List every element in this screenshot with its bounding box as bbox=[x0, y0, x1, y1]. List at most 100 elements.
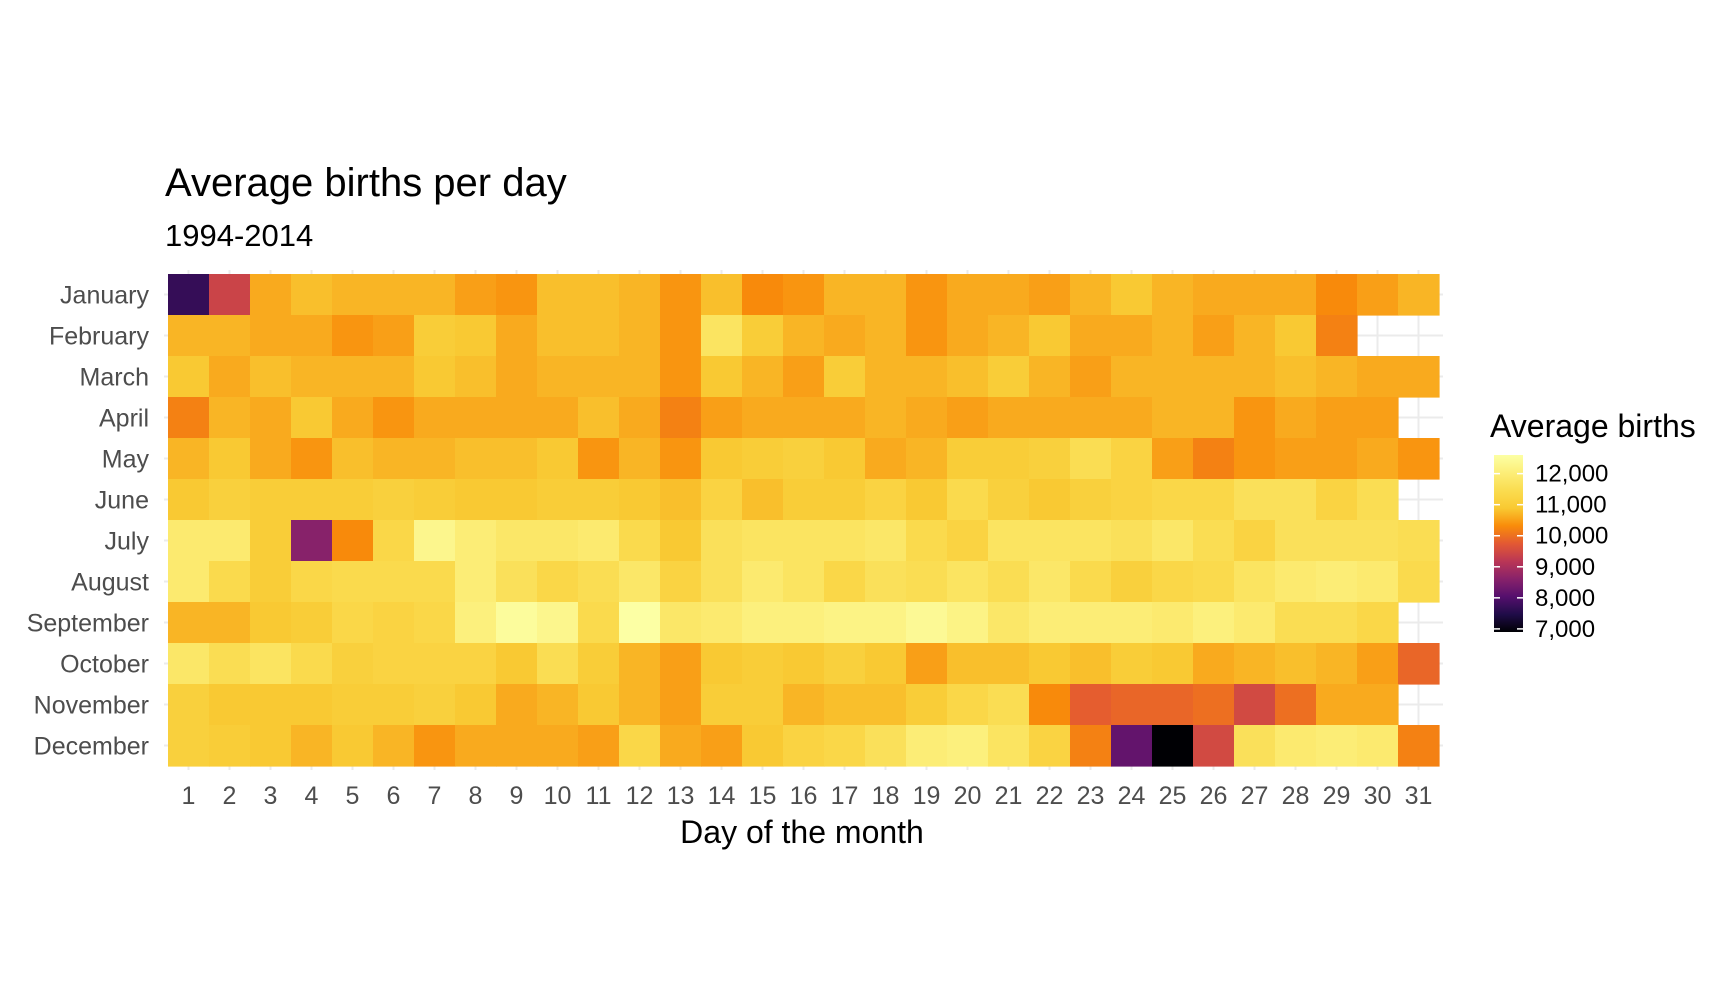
heatmap-cell bbox=[1029, 725, 1071, 767]
heatmap-cell bbox=[414, 356, 456, 398]
x-tick-label: 11 bbox=[586, 782, 612, 810]
heatmap-cell bbox=[824, 397, 866, 439]
heatmap-cell bbox=[578, 438, 620, 480]
heatmap-cell bbox=[660, 438, 702, 480]
heatmap-cell bbox=[701, 274, 743, 316]
x-tick-label: 29 bbox=[1323, 782, 1351, 810]
heatmap-cell bbox=[250, 438, 292, 480]
heatmap-cell bbox=[168, 356, 210, 398]
heatmap-cell bbox=[701, 561, 743, 603]
chart-subtitle: 1994-2014 bbox=[165, 218, 313, 253]
heatmap-cell bbox=[1111, 520, 1153, 562]
heatmap-cell bbox=[209, 274, 251, 316]
heatmap-cell bbox=[1316, 315, 1358, 357]
heatmap-cell bbox=[1152, 356, 1194, 398]
heatmap-cell bbox=[455, 602, 497, 644]
heatmap-cell bbox=[1111, 684, 1153, 726]
heatmap-cell bbox=[1070, 397, 1112, 439]
heatmap-cell bbox=[701, 602, 743, 644]
heatmap-cell bbox=[742, 274, 784, 316]
heatmap-cell bbox=[947, 397, 989, 439]
heatmap-cell bbox=[783, 684, 825, 726]
heatmap-cell bbox=[783, 315, 825, 357]
heatmap-cell bbox=[947, 725, 989, 767]
heatmap-cell bbox=[824, 356, 866, 398]
y-tick-label: October bbox=[60, 651, 149, 679]
heatmap-cell bbox=[824, 315, 866, 357]
heatmap-cell bbox=[209, 602, 251, 644]
heatmap-cell bbox=[455, 725, 497, 767]
heatmap-cell bbox=[1275, 520, 1317, 562]
heatmap-cell bbox=[824, 725, 866, 767]
heatmap-cell bbox=[619, 520, 661, 562]
heatmap-cell bbox=[1275, 315, 1317, 357]
x-axis-ticks: 1 2 3 4 5 6 7 8 9 10 11 12 13 14 15 16 17 18 19 20 21 22 23 24 2… bbox=[182, 782, 1433, 810]
heatmap-cell bbox=[373, 725, 415, 767]
heatmap-cell bbox=[1357, 520, 1399, 562]
heatmap-cell bbox=[291, 684, 333, 726]
heatmap-cell bbox=[496, 684, 538, 726]
heatmap-cell bbox=[168, 725, 210, 767]
heatmap-cell bbox=[496, 561, 538, 603]
legend-colorbar bbox=[1494, 455, 1523, 632]
x-tick-label: 16 bbox=[790, 782, 818, 810]
heatmap-cell bbox=[209, 315, 251, 357]
heatmap-cell bbox=[1070, 274, 1112, 316]
heatmap-cell bbox=[1111, 725, 1153, 767]
heatmap-cell bbox=[1275, 397, 1317, 439]
heatmap-cell bbox=[1152, 274, 1194, 316]
heatmap-cell bbox=[660, 643, 702, 685]
heatmap-cell bbox=[455, 561, 497, 603]
heatmap-cell bbox=[291, 356, 333, 398]
heatmap-cell bbox=[496, 356, 538, 398]
heatmap-cell bbox=[291, 725, 333, 767]
heatmap-cell bbox=[1152, 602, 1194, 644]
heatmap-cell bbox=[1234, 725, 1276, 767]
heatmap-cell bbox=[414, 438, 456, 480]
y-tick-label: July bbox=[105, 528, 150, 556]
heatmap-cell bbox=[988, 397, 1030, 439]
heatmap-cell bbox=[332, 356, 374, 398]
heatmap-cell bbox=[619, 274, 661, 316]
heatmap-cell bbox=[701, 397, 743, 439]
heatmap-cell bbox=[1193, 561, 1235, 603]
heatmap-cell bbox=[865, 397, 907, 439]
heatmap-cell bbox=[1111, 602, 1153, 644]
heatmap-cell bbox=[1398, 643, 1440, 685]
legend-tick-label: 7,000 bbox=[1535, 616, 1595, 643]
heatmap-cell bbox=[537, 520, 579, 562]
heatmap-cell bbox=[578, 315, 620, 357]
heatmap-cell bbox=[332, 643, 374, 685]
heatmap-cell bbox=[1234, 602, 1276, 644]
heatmap-cell bbox=[701, 315, 743, 357]
heatmap-cell bbox=[168, 602, 210, 644]
x-axis-label: Day of the month bbox=[680, 814, 924, 850]
heatmap-cell bbox=[742, 520, 784, 562]
heatmap-cell bbox=[1316, 643, 1358, 685]
heatmap-cell bbox=[824, 602, 866, 644]
heatmap-cell bbox=[455, 315, 497, 357]
y-tick-label: June bbox=[95, 487, 149, 515]
heatmap-cell bbox=[865, 479, 907, 521]
y-tick-label: November bbox=[34, 692, 149, 720]
heatmap-cell bbox=[537, 315, 579, 357]
x-tick-label: 12 bbox=[626, 782, 654, 810]
heatmap-cell bbox=[1234, 561, 1276, 603]
heatmap-cell bbox=[1070, 520, 1112, 562]
heatmap-cell bbox=[250, 561, 292, 603]
heatmap-cell bbox=[1070, 602, 1112, 644]
heatmap-cell bbox=[1398, 725, 1440, 767]
heatmap-cell bbox=[701, 684, 743, 726]
heatmap-cell bbox=[332, 274, 374, 316]
heatmap-cell bbox=[742, 725, 784, 767]
heatmap-cell bbox=[455, 397, 497, 439]
heatmap-cell bbox=[578, 479, 620, 521]
x-tick-label: 6 bbox=[387, 782, 401, 810]
heatmap-cell bbox=[906, 274, 948, 316]
heatmap-cell bbox=[1152, 684, 1194, 726]
heatmap-cell bbox=[1029, 479, 1071, 521]
heatmap-cell bbox=[250, 397, 292, 439]
heatmap-cell bbox=[1234, 397, 1276, 439]
heatmap-cell bbox=[1275, 561, 1317, 603]
heatmap-cell bbox=[1070, 438, 1112, 480]
